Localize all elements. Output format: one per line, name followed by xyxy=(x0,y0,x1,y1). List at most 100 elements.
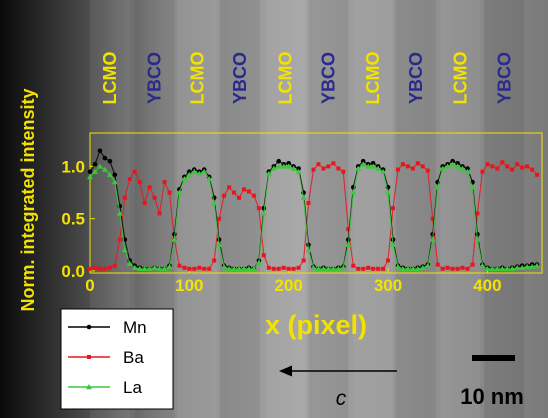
data-point-la xyxy=(141,265,148,271)
data-point-ba xyxy=(162,180,167,185)
data-point-ba xyxy=(152,195,157,200)
data-point-la xyxy=(241,265,247,271)
data-point-mn xyxy=(276,158,282,164)
data-point-la xyxy=(514,264,521,270)
y-tick-label: 1.0 xyxy=(61,157,85,176)
data-point-la xyxy=(216,241,223,247)
data-point-ba xyxy=(331,161,336,166)
data-point-la xyxy=(126,260,133,266)
contrast-band xyxy=(265,0,306,418)
data-point-la xyxy=(236,265,242,271)
data-point-la xyxy=(285,163,292,169)
data-point-la xyxy=(196,170,203,176)
layer-label-ybco: YBCO xyxy=(230,52,250,104)
data-point-ba xyxy=(336,166,341,171)
data-point-ba xyxy=(425,168,430,173)
data-point-ba xyxy=(127,177,132,181)
data-point-ba xyxy=(415,161,420,166)
data-point-la xyxy=(171,236,178,242)
data-point-la xyxy=(315,265,322,271)
data-point-ba xyxy=(93,265,97,270)
data-point-la xyxy=(385,189,391,195)
data-point-ba xyxy=(266,265,271,270)
data-point-la xyxy=(494,265,501,271)
data-point-mn xyxy=(87,169,93,174)
data-point-la xyxy=(320,265,327,271)
data-point-ba xyxy=(485,162,490,167)
data-point-la xyxy=(201,168,208,174)
data-point-mn xyxy=(455,161,460,166)
data-point-ba xyxy=(445,265,450,270)
data-point-ba xyxy=(470,262,475,267)
data-point-la xyxy=(390,241,396,247)
data-point-ba xyxy=(475,211,480,216)
data-point-ba xyxy=(400,162,405,167)
data-point-ba xyxy=(256,206,261,211)
series-ba xyxy=(88,160,539,271)
data-point-la xyxy=(96,163,103,169)
data-point-ba xyxy=(301,258,306,263)
data-point-ba xyxy=(232,190,236,195)
legend-marker-ba xyxy=(87,355,91,359)
contrast-bands xyxy=(89,0,525,418)
data-point-ba xyxy=(276,266,281,271)
scale-bar-label: 10 nm xyxy=(460,384,524,409)
data-point-ba xyxy=(341,169,346,174)
data-point-ba xyxy=(291,266,296,271)
data-point-la xyxy=(191,168,198,174)
data-point-ba xyxy=(535,172,539,177)
data-point-ba xyxy=(435,262,440,267)
data-point-ba xyxy=(366,265,371,270)
data-point-ba xyxy=(296,265,301,270)
data-point-mn xyxy=(102,155,108,161)
data-point-ba xyxy=(207,266,212,271)
data-point-ba xyxy=(157,211,162,216)
data-point-la xyxy=(340,264,347,270)
data-point-la xyxy=(524,263,531,269)
data-point-la xyxy=(395,263,401,269)
data-point-la xyxy=(295,168,302,174)
data-point-la xyxy=(275,163,282,169)
data-point-ba xyxy=(505,164,510,169)
layer-label-lcmo: LCMO xyxy=(276,52,296,105)
data-point-la xyxy=(151,264,158,270)
data-point-ba xyxy=(142,201,147,205)
data-point-ba xyxy=(192,266,197,271)
data-point-ba xyxy=(465,266,470,271)
data-point-la xyxy=(399,265,406,271)
data-point-mn xyxy=(370,161,376,166)
data-point-ba xyxy=(88,266,92,271)
data-point-ba xyxy=(246,189,251,194)
data-point-ba xyxy=(122,195,127,200)
data-point-la xyxy=(454,163,461,169)
data-point-la xyxy=(181,176,188,182)
data-point-ba xyxy=(222,193,227,198)
data-point-la xyxy=(370,163,377,169)
data-series xyxy=(87,148,540,272)
data-point-la xyxy=(414,265,421,271)
data-point-la xyxy=(136,265,143,271)
data-point-la xyxy=(270,165,277,171)
data-point-la xyxy=(101,166,108,172)
data-point-la xyxy=(146,265,153,271)
data-point-mn xyxy=(92,162,98,167)
data-point-ba xyxy=(197,265,202,270)
data-point-ba xyxy=(107,265,112,270)
x-tick-label: 200 xyxy=(274,276,302,295)
contrast-band xyxy=(177,0,218,418)
data-point-la xyxy=(350,189,357,195)
data-point-ba xyxy=(217,216,222,221)
legend-label: La xyxy=(123,378,142,397)
layer-label-lcmo: LCMO xyxy=(187,52,207,105)
data-point-ba xyxy=(495,166,500,171)
data-point-ba xyxy=(510,167,515,172)
data-point-la xyxy=(111,179,118,185)
x-tick-label: 400 xyxy=(473,276,501,295)
contrast-band xyxy=(484,0,525,418)
data-point-la xyxy=(345,241,352,247)
data-point-la xyxy=(265,170,272,176)
data-point-ba xyxy=(455,266,460,271)
layer-label-lcmo: LCMO xyxy=(363,52,383,105)
